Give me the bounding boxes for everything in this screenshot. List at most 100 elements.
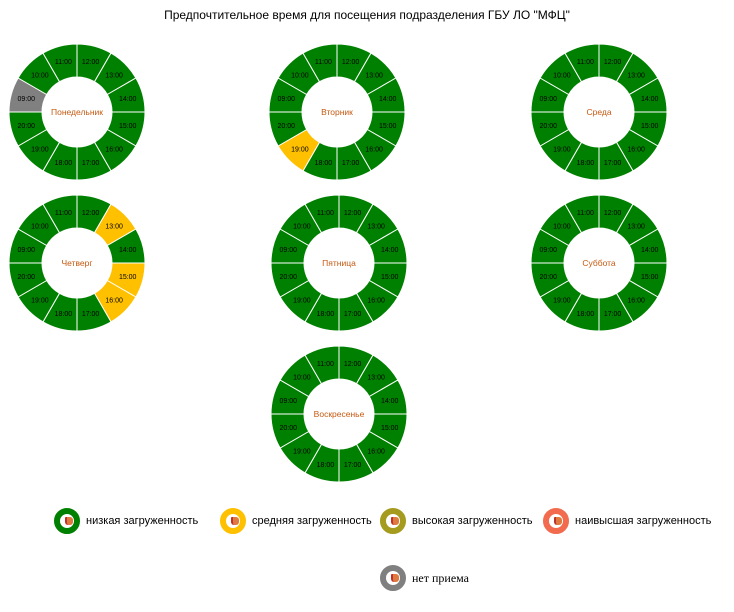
segment-label: 16:00 xyxy=(627,147,645,154)
segment-label: 19:00 xyxy=(31,298,49,305)
segment-label: 20:00 xyxy=(280,274,298,281)
segment-label: 10:00 xyxy=(293,223,311,230)
segment-label: 16:00 xyxy=(367,298,385,305)
segment-label: 20:00 xyxy=(540,274,558,281)
segment-label: 09:00 xyxy=(540,247,558,254)
legend-item-high: высокая загруженность xyxy=(380,508,532,534)
segment-label: 19:00 xyxy=(291,147,309,154)
mfc-logo-icon xyxy=(220,508,246,534)
mfc-logo-icon xyxy=(54,508,80,534)
segment-label: 13:00 xyxy=(367,223,385,230)
segment-label: 15:00 xyxy=(641,123,659,130)
segment-label: 13:00 xyxy=(105,72,123,79)
segment-label: 09:00 xyxy=(18,96,36,103)
legend-item-low: низкая загруженность xyxy=(54,508,198,534)
segment-label: 14:00 xyxy=(641,96,659,103)
donut-4: 12:00 13:00 14:00 15:00 16:00 17:00 18:00 19:00… xyxy=(270,194,408,332)
segment-label: 13:00 xyxy=(365,72,383,79)
segment-label: 15:00 xyxy=(379,123,397,130)
segment-label: 18:00 xyxy=(317,311,335,318)
segment-label: 18:00 xyxy=(317,462,335,469)
segment-label: 09:00 xyxy=(278,96,296,103)
segment-11:00 xyxy=(42,43,78,83)
donut-0: 12:00 13:00 14:00 15:00 16:00 17:00 18:00 19:00… xyxy=(8,43,146,181)
legend-label: наивысшая загруженность xyxy=(575,515,712,527)
segment-label: 13:00 xyxy=(627,72,645,79)
segment-label: 11:00 xyxy=(317,210,334,217)
segment-label: 19:00 xyxy=(293,449,311,456)
segment-label: 10:00 xyxy=(293,374,311,381)
segment-label: 15:00 xyxy=(381,425,399,432)
segment-label: 12:00 xyxy=(82,210,100,217)
segment-label: 11:00 xyxy=(577,59,594,66)
segment-label: 10:00 xyxy=(31,223,49,230)
donut-1: 12:00 13:00 14:00 15:00 16:00 17:00 18:00 19:00… xyxy=(268,43,406,181)
legend-label: высокая загруженность xyxy=(412,515,533,527)
segment-label: 14:00 xyxy=(119,247,137,254)
segment-label: 11:00 xyxy=(55,59,72,66)
day-label: Суббота xyxy=(582,258,616,268)
segment-label: 20:00 xyxy=(540,123,558,130)
segment-label: 09:00 xyxy=(18,247,36,254)
segment-label: 15:00 xyxy=(119,123,137,130)
segment-label: 12:00 xyxy=(344,210,362,217)
day-label: Пятница xyxy=(322,258,356,268)
segment-label: 17:00 xyxy=(604,311,622,318)
legend-item-closed: нет приема xyxy=(380,565,469,591)
segment-label: 16:00 xyxy=(105,298,123,305)
segment-label: 17:00 xyxy=(344,311,362,318)
mfc-logo-icon xyxy=(380,565,406,591)
segment-label: 14:00 xyxy=(641,247,659,254)
segment-label: 20:00 xyxy=(18,274,36,281)
segment-label: 13:00 xyxy=(105,223,123,230)
segment-label: 10:00 xyxy=(553,72,571,79)
segment-label: 15:00 xyxy=(641,274,659,281)
segment-11:00 xyxy=(302,43,338,83)
mfc-logo-icon xyxy=(543,508,569,534)
segment-label: 18:00 xyxy=(55,311,73,318)
segment-label: 20:00 xyxy=(278,123,296,130)
segment-label: 17:00 xyxy=(82,311,100,318)
segment-label: 11:00 xyxy=(55,210,72,217)
segment-label: 20:00 xyxy=(18,123,36,130)
donut-3: 12:00 13:00 14:00 15:00 16:00 17:00 18:00 19:00… xyxy=(8,194,146,332)
segment-label: 12:00 xyxy=(82,59,100,66)
segment-label: 14:00 xyxy=(379,96,397,103)
segment-label: 19:00 xyxy=(553,147,571,154)
segment-label: 18:00 xyxy=(577,311,595,318)
day-label: Понедельник xyxy=(51,107,103,117)
segment-11:00 xyxy=(304,345,340,385)
donut-5: 12:00 13:00 14:00 15:00 16:00 17:00 18:00 19:00… xyxy=(530,194,668,332)
segment-label: 16:00 xyxy=(105,147,123,154)
segment-label: 17:00 xyxy=(344,462,362,469)
legend-label: низкая загруженность xyxy=(86,515,199,527)
segment-label: 18:00 xyxy=(577,160,595,167)
donut-6: 12:00 13:00 14:00 15:00 16:00 17:00 18:00 19:00… xyxy=(270,345,408,483)
segment-label: 16:00 xyxy=(365,147,383,154)
segment-label: 14:00 xyxy=(119,96,137,103)
legend-label: средняя загруженность xyxy=(252,515,372,527)
day-label: Вторник xyxy=(321,107,353,117)
segment-label: 17:00 xyxy=(342,160,360,167)
segment-label: 12:00 xyxy=(604,59,622,66)
segment-label: 19:00 xyxy=(31,147,49,154)
segment-11:00 xyxy=(304,194,340,234)
segment-label: 15:00 xyxy=(119,274,137,281)
segment-label: 15:00 xyxy=(381,274,399,281)
segment-label: 10:00 xyxy=(31,72,49,79)
segment-label: 17:00 xyxy=(604,160,622,167)
segment-label: 12:00 xyxy=(342,59,360,66)
segment-label: 16:00 xyxy=(627,298,645,305)
segment-11:00 xyxy=(564,194,600,234)
segment-label: 16:00 xyxy=(367,449,385,456)
segment-label: 09:00 xyxy=(280,247,298,254)
segment-label: 11:00 xyxy=(577,210,594,217)
legend-item-highest: наивысшая загруженность xyxy=(543,508,711,534)
mfc-logo-icon xyxy=(380,508,406,534)
segment-label: 11:00 xyxy=(317,361,334,368)
segment-label: 20:00 xyxy=(280,425,298,432)
segment-label: 14:00 xyxy=(381,247,399,254)
day-label: Среда xyxy=(586,107,611,117)
segment-label: 18:00 xyxy=(315,160,333,167)
